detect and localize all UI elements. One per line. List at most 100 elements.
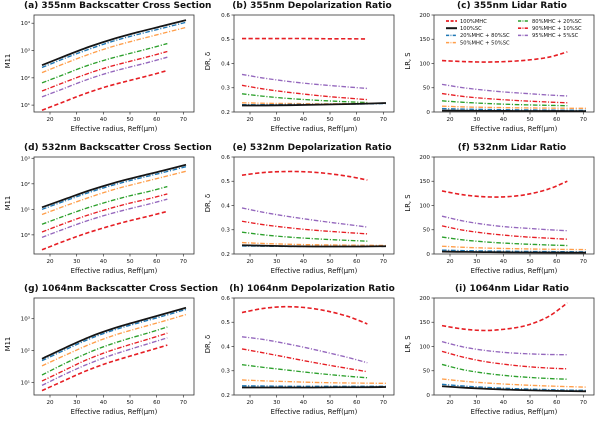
panel-h-1064nm-depolarization: (h) 1064nm Depolarization Ratio 20 30 40 50…	[200, 283, 400, 425]
svg-text:200: 200	[419, 13, 430, 19]
x-axis-label: Effective radius, Reff(μm)	[470, 125, 558, 133]
svg-text:10²: 10²	[21, 180, 30, 187]
x-axis-label: Effective radius, Reff(μm)	[270, 266, 358, 275]
svg-text:100%MHC: 100%MHC	[460, 19, 487, 25]
panel-e-532nm-depolarization: (e) 532nm Depolarization Ratio 20 30 40 50 6…	[200, 142, 400, 284]
svg-text:30: 30	[273, 117, 281, 123]
svg-text:60: 60	[353, 259, 361, 265]
svg-text:60: 60	[553, 259, 561, 265]
svg-text:0.2: 0.2	[221, 252, 230, 258]
svg-text:100: 100	[419, 203, 430, 209]
svg-text:0.5: 0.5	[221, 179, 230, 185]
svg-text:10⁴: 10⁴	[21, 20, 31, 27]
svg-text:70: 70	[180, 117, 188, 123]
svg-text:200: 200	[419, 296, 430, 302]
svg-text:0.6: 0.6	[221, 13, 230, 19]
panel-title: (i) 1064nm Lidar Ratio	[455, 284, 569, 295]
svg-text:70: 70	[380, 117, 388, 123]
svg-text:0: 0	[426, 110, 430, 116]
chart-canvas-h: 20 30 40 50 60 70 0.2 0.3 0.4 0.5 0.6	[221, 296, 395, 406]
y-axis-label: M11	[4, 53, 12, 69]
svg-text:100%SC: 100%SC	[460, 26, 482, 32]
chart-canvas-i: 20 30 40 50 60 70 0 50 100 150 200	[419, 296, 595, 406]
svg-text:95%MHC + 5%SC: 95%MHC + 5%SC	[532, 33, 579, 39]
svg-text:10¹: 10¹	[21, 206, 30, 213]
svg-text:30: 30	[73, 259, 81, 265]
svg-text:0.3: 0.3	[221, 227, 230, 233]
svg-text:10²: 10²	[21, 348, 30, 355]
svg-text:10³: 10³	[21, 155, 30, 162]
y-axis-label: LR, S	[404, 52, 412, 70]
svg-text:0.4: 0.4	[221, 61, 230, 67]
panel-title: (h) 1064nm Depolarization Ratio	[229, 284, 395, 295]
svg-text:40: 40	[300, 400, 308, 406]
svg-text:10²: 10²	[21, 75, 30, 82]
svg-text:50: 50	[126, 400, 134, 406]
panel-i-1064nm-lidar-ratio: (i) 1064nm Lidar Ratio 20 30 40 50 60 70 0 50 10…	[400, 283, 600, 425]
chart-canvas-g: 20 30 40 50 60 70 10¹ 10² 10³	[21, 297, 195, 406]
panel-a-355nm-backscatter: (a) 355nm Backscatter Cross Section 20 30…	[0, 0, 211, 142]
svg-text:50: 50	[423, 227, 431, 233]
svg-text:30: 30	[73, 117, 81, 123]
svg-text:40: 40	[100, 259, 108, 265]
svg-text:60: 60	[553, 400, 561, 406]
svg-text:70: 70	[380, 259, 388, 265]
svg-text:60: 60	[353, 117, 361, 123]
svg-text:0.4: 0.4	[221, 345, 230, 351]
svg-text:40: 40	[500, 117, 508, 123]
y-axis-label: LR, S	[404, 194, 412, 212]
svg-text:20: 20	[46, 400, 54, 406]
chart-canvas-a: 20 30 40 50 60 70 10¹ 10² 10³ 10⁴	[21, 14, 195, 123]
svg-text:80%MHC + 20%SC: 80%MHC + 20%SC	[532, 19, 582, 25]
svg-text:60: 60	[353, 400, 361, 406]
svg-text:20: 20	[46, 259, 54, 265]
y-axis-label: DR, δ	[204, 335, 212, 354]
svg-text:30: 30	[473, 400, 481, 406]
x-axis-label: Effective radius, Reff(μm)	[70, 125, 158, 133]
svg-text:60: 60	[153, 117, 161, 123]
panel-b-355nm-depolarization: (b) 355nm Depolarization Ratio 20 30 40 50 6…	[200, 0, 400, 142]
x-axis-label: Effective radius, Reff(μm)	[70, 266, 158, 275]
chart-canvas-b: 20 30 40 50 60 70 0.2 0.3 0.4 0.5 0.6	[221, 13, 395, 123]
svg-text:0: 0	[426, 252, 430, 258]
svg-text:50: 50	[326, 400, 334, 406]
x-axis-label: Effective radius, Reff(μm)	[470, 266, 558, 275]
svg-text:150: 150	[419, 179, 430, 185]
chart-canvas-d: 20 30 40 50 60 70 10⁰ 10¹ 10² 10³	[21, 155, 195, 265]
svg-text:50: 50	[126, 117, 134, 123]
y-axis-label: LR, S	[404, 335, 412, 353]
panel-g-1064nm-backscatter: (g) 1064nm Backscatter Cross Section 20 3…	[0, 283, 218, 425]
svg-text:70: 70	[580, 400, 588, 406]
svg-text:0.2: 0.2	[221, 393, 230, 399]
svg-text:40: 40	[500, 259, 508, 265]
svg-text:100: 100	[419, 61, 430, 67]
svg-text:0.5: 0.5	[221, 37, 230, 43]
panel-title: (c) 355nm Lidar Ratio	[457, 1, 567, 11]
svg-text:0.5: 0.5	[221, 321, 230, 327]
svg-text:50: 50	[126, 259, 134, 265]
panel-f-532nm-lidar-ratio: (f) 532nm Lidar Ratio 20 30 40 50 60 70 0 50 100…	[400, 142, 600, 284]
svg-text:40: 40	[300, 259, 308, 265]
svg-text:20: 20	[446, 400, 454, 406]
svg-text:0.6: 0.6	[221, 155, 230, 161]
panel-title: (b) 355nm Depolarization Ratio	[232, 1, 392, 11]
chart-canvas-f: 20 30 40 50 60 70 0 50 100 150 200	[419, 155, 595, 265]
y-axis-label: M11	[4, 195, 12, 210]
panel-c-355nm-lidar-ratio: (c) 355nm Lidar Ratio 20 30 40 50 60 70 0 50 100…	[400, 0, 600, 142]
svg-text:30: 30	[73, 400, 81, 406]
svg-text:10¹: 10¹	[21, 380, 30, 387]
svg-text:60: 60	[553, 117, 561, 123]
svg-text:0.3: 0.3	[221, 369, 230, 375]
svg-text:30: 30	[473, 117, 481, 123]
svg-text:20: 20	[446, 259, 454, 265]
svg-text:0.4: 0.4	[221, 203, 230, 209]
svg-text:10³: 10³	[21, 316, 30, 323]
svg-text:70: 70	[180, 259, 188, 265]
svg-text:20: 20	[246, 259, 254, 265]
svg-text:40: 40	[500, 400, 508, 406]
y-axis-label: DR, δ	[204, 193, 212, 212]
x-axis-label: Effective radius, Reff(μm)	[470, 408, 558, 417]
svg-text:70: 70	[580, 259, 588, 265]
panel-title: (f) 532nm Lidar Ratio	[457, 142, 567, 153]
